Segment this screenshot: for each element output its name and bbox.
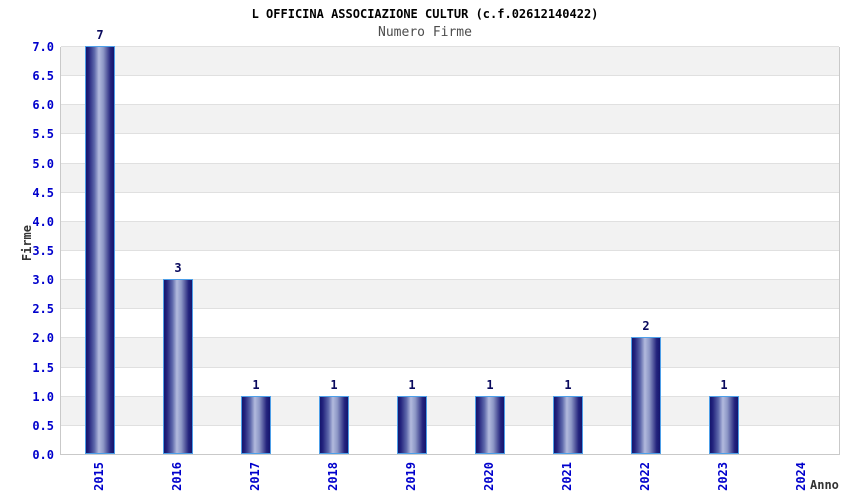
bar-value-label-2015: 7 [96, 28, 104, 42]
grid-band [61, 191, 839, 221]
y-axis-tick-5.5: 5.5 [32, 127, 54, 142]
x-axis-tick-2024: 2024 [794, 462, 808, 491]
y-axis-tick-3.0: 3.0 [32, 273, 54, 288]
y-axis-tick-4.5: 4.5 [32, 185, 54, 200]
bar-value-label-2018: 1 [330, 377, 338, 392]
bar-value-label-2022: 2 [642, 319, 650, 334]
bar-2020 [475, 395, 505, 454]
y-axis-tick-0.0: 0.0 [32, 448, 54, 462]
chart-subtitle: Numero Firme [378, 25, 472, 40]
bar-2015 [85, 46, 115, 454]
bar-2023 [709, 395, 739, 454]
x-axis-tick-2018: 2018 [326, 462, 340, 491]
bar-2018 [319, 395, 349, 454]
y-axis-tick-0.5: 0.5 [32, 418, 54, 433]
y-axis-tick-2.5: 2.5 [32, 302, 54, 317]
y-axis-tick-1.0: 1.0 [32, 389, 54, 404]
grid-band [61, 46, 839, 76]
y-axis-tick-7.0: 7.0 [32, 40, 54, 54]
bar-value-label-2016: 3 [174, 261, 182, 276]
chart-title: L OFFICINA ASSOCIAZIONE CULTUR (c.f.0261… [251, 7, 599, 21]
bar-value-label-2019: 1 [408, 377, 416, 392]
x-axis-tick-2015: 2015 [92, 462, 106, 491]
grid-band [61, 104, 839, 134]
grid-band [61, 162, 839, 192]
bar-value-label-2023: 1 [720, 377, 728, 392]
plot-area: 7 3 1 1 1 1 1 2 1 [60, 28, 840, 455]
bar-value-label-2020: 1 [486, 377, 494, 392]
grid-band [61, 220, 839, 250]
bar-2022 [631, 337, 661, 454]
bar-value-label-2021: 1 [564, 377, 572, 392]
x-axis-tick-2017: 2017 [248, 462, 262, 491]
y-axis-tick-6.5: 6.5 [32, 69, 54, 84]
y-axis-tick-4.0: 4.0 [32, 214, 54, 229]
x-axis-label: Anno [810, 478, 839, 492]
y-axis-tick-6.0: 6.0 [32, 98, 54, 113]
grid-band [61, 75, 839, 105]
bar-2019 [397, 395, 427, 454]
bar-2017 [241, 395, 271, 454]
x-axis-tick-2022: 2022 [638, 462, 652, 491]
y-axis-tick-1.5: 1.5 [32, 360, 54, 375]
x-axis-tick-2021: 2021 [560, 462, 574, 491]
x-axis-tick-2016: 2016 [170, 462, 184, 491]
x-axis-tick-2020: 2020 [482, 462, 496, 491]
grid-band [61, 133, 839, 163]
y-axis-tick-3.5: 3.5 [32, 244, 54, 258]
y-axis-tick-2.0: 2.0 [32, 331, 54, 346]
grid-band [61, 250, 839, 280]
y-axis-tick-5.0: 5.0 [32, 156, 54, 171]
bar-2016 [163, 279, 193, 454]
x-axis-tick-2023: 2023 [716, 462, 730, 491]
bar-value-label-2017: 1 [252, 377, 260, 392]
bar-2021 [553, 395, 583, 454]
x-axis-tick-2019: 2019 [404, 462, 418, 491]
